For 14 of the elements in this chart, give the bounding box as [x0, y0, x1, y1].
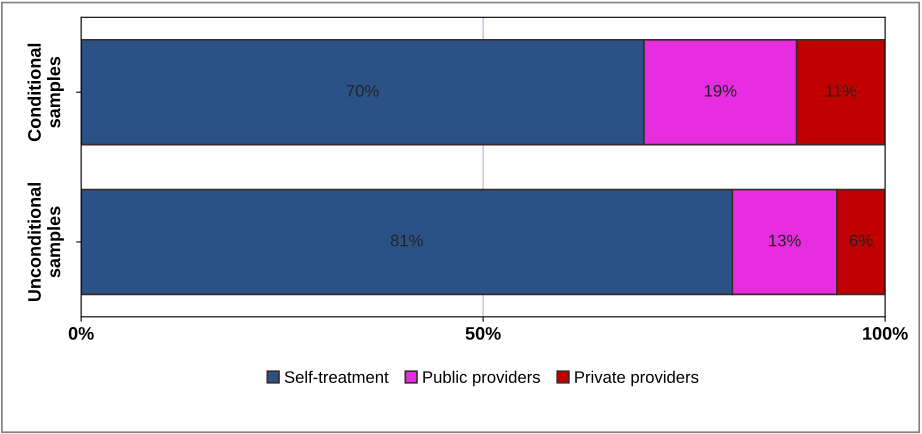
- data-label: 6%: [850, 234, 872, 246]
- data-label: 11%: [826, 84, 856, 97]
- legend-label: Private providers: [575, 370, 698, 386]
- y-tick-label: Unconditional samples: [28, 183, 64, 302]
- data-label: 19%: [704, 84, 736, 97]
- legend-label: Self-treatment: [284, 370, 389, 383]
- x-tick-label: 0%: [68, 327, 94, 340]
- data-label: 81%: [390, 234, 423, 246]
- y-tick-label: Conditional samples: [28, 44, 64, 142]
- x-tick-label: 50%: [466, 327, 501, 340]
- x-tick-label: 100%: [863, 327, 908, 340]
- data-label: 70%: [346, 84, 379, 97]
- legend-label: Public providers: [423, 370, 540, 386]
- data-label: 13%: [769, 234, 801, 246]
